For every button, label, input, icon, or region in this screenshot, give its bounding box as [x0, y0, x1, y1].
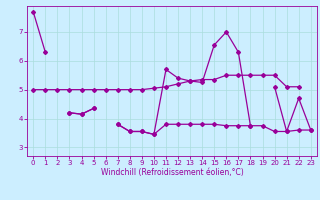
X-axis label: Windchill (Refroidissement éolien,°C): Windchill (Refroidissement éolien,°C) [100, 168, 244, 177]
